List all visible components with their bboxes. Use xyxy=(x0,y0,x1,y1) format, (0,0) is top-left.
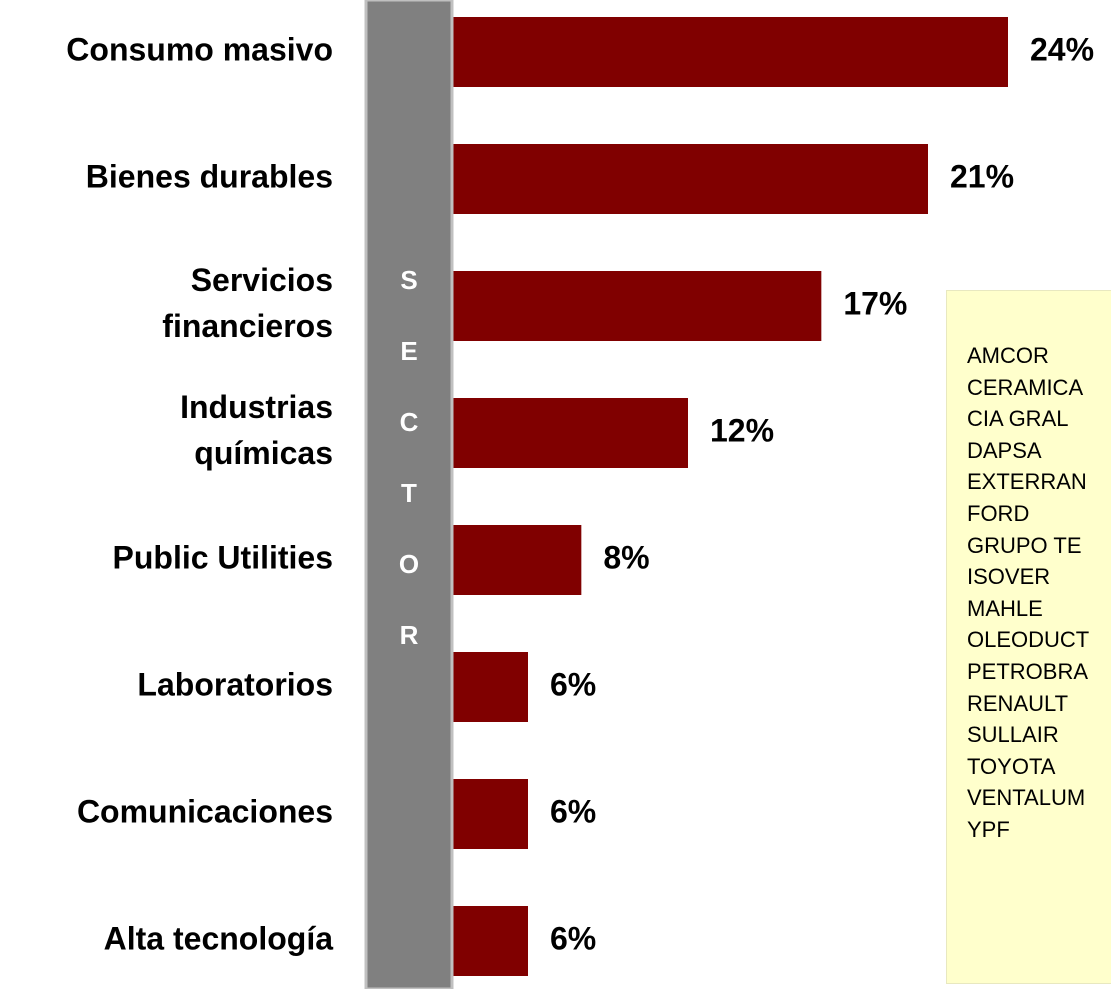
value-label: 12% xyxy=(710,412,774,448)
company-box: AMCOR CERAMICA CIA GRAL DAPSA EXTERRAN FORD GR… xyxy=(946,290,1111,984)
sector-band xyxy=(364,0,454,989)
company-name: AMCOR xyxy=(967,343,1049,368)
category-label: Laboratorios xyxy=(137,666,333,702)
value-label: 24% xyxy=(1030,31,1094,67)
category-label: Consumo masivo xyxy=(66,31,333,67)
company-name: GRUPO TE xyxy=(967,532,1082,558)
value-label: 8% xyxy=(603,539,649,575)
company-name: CIA GRAL xyxy=(967,406,1069,432)
company-name: DAPSA xyxy=(967,437,1042,463)
category-label: Public Utilities xyxy=(113,539,333,575)
value-label: 6% xyxy=(550,666,596,702)
value-label: 6% xyxy=(550,920,596,956)
company-name: EXTERRAN xyxy=(967,469,1087,495)
company-name: FORD xyxy=(967,501,1030,526)
value-label: 17% xyxy=(843,285,907,321)
company-name: PETROBRA xyxy=(967,659,1089,684)
bar xyxy=(368,144,928,214)
company-name: VENTALUM xyxy=(967,785,1086,811)
company-name: MAHLE xyxy=(967,595,1043,621)
value-label: 21% xyxy=(950,158,1014,194)
company-name: YPF xyxy=(967,817,1010,842)
company-name: TOYOTA xyxy=(967,753,1056,779)
value-label: 6% xyxy=(550,793,596,829)
category-label: Comunicaciones xyxy=(77,793,333,829)
company-name: CERAMICA xyxy=(967,374,1084,400)
company-name: RENAULT xyxy=(967,690,1069,716)
company-name: SULLAIR xyxy=(967,722,1059,748)
company-name: OLEODUCT xyxy=(967,627,1090,653)
category-label: Bienes durables xyxy=(86,158,333,194)
company-name: ISOVER xyxy=(967,564,1051,590)
category-label: Industrias químicas xyxy=(180,389,333,471)
category-label: Servicios financieros xyxy=(162,262,333,344)
sector-label: SECTOR xyxy=(398,265,420,650)
category-label: Alta tecnología xyxy=(104,920,334,956)
bar xyxy=(368,17,1008,87)
